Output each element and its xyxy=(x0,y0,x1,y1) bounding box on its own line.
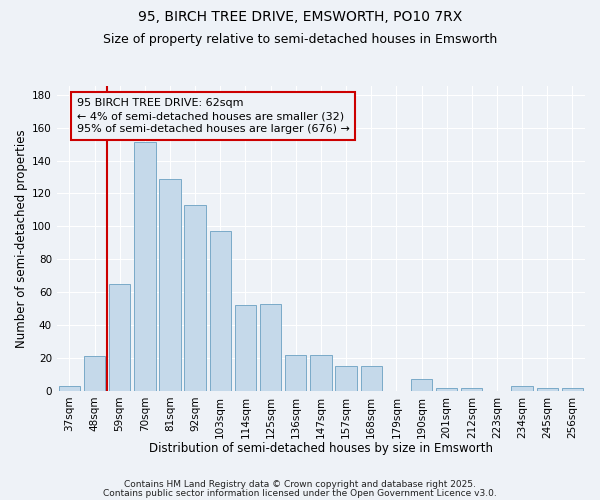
Bar xyxy=(511,386,533,391)
Bar xyxy=(84,356,105,391)
Bar xyxy=(461,388,482,391)
Bar xyxy=(436,388,457,391)
Y-axis label: Number of semi-detached properties: Number of semi-detached properties xyxy=(15,130,28,348)
Bar xyxy=(562,388,583,391)
Bar xyxy=(235,306,256,391)
Text: Contains public sector information licensed under the Open Government Licence v3: Contains public sector information licen… xyxy=(103,490,497,498)
Bar xyxy=(209,232,231,391)
Bar xyxy=(59,386,80,391)
Bar xyxy=(335,366,357,391)
Bar xyxy=(184,205,206,391)
Bar xyxy=(260,304,281,391)
Bar xyxy=(411,380,432,391)
Bar xyxy=(285,354,307,391)
Bar xyxy=(536,388,558,391)
Bar xyxy=(159,178,181,391)
Text: 95 BIRCH TREE DRIVE: 62sqm
← 4% of semi-detached houses are smaller (32)
95% of : 95 BIRCH TREE DRIVE: 62sqm ← 4% of semi-… xyxy=(77,98,350,134)
Bar xyxy=(109,284,130,391)
Bar xyxy=(310,354,332,391)
Text: Contains HM Land Registry data © Crown copyright and database right 2025.: Contains HM Land Registry data © Crown c… xyxy=(124,480,476,489)
Bar xyxy=(361,366,382,391)
Bar xyxy=(134,142,155,391)
X-axis label: Distribution of semi-detached houses by size in Emsworth: Distribution of semi-detached houses by … xyxy=(149,442,493,455)
Text: Size of property relative to semi-detached houses in Emsworth: Size of property relative to semi-detach… xyxy=(103,32,497,46)
Text: 95, BIRCH TREE DRIVE, EMSWORTH, PO10 7RX: 95, BIRCH TREE DRIVE, EMSWORTH, PO10 7RX xyxy=(138,10,462,24)
